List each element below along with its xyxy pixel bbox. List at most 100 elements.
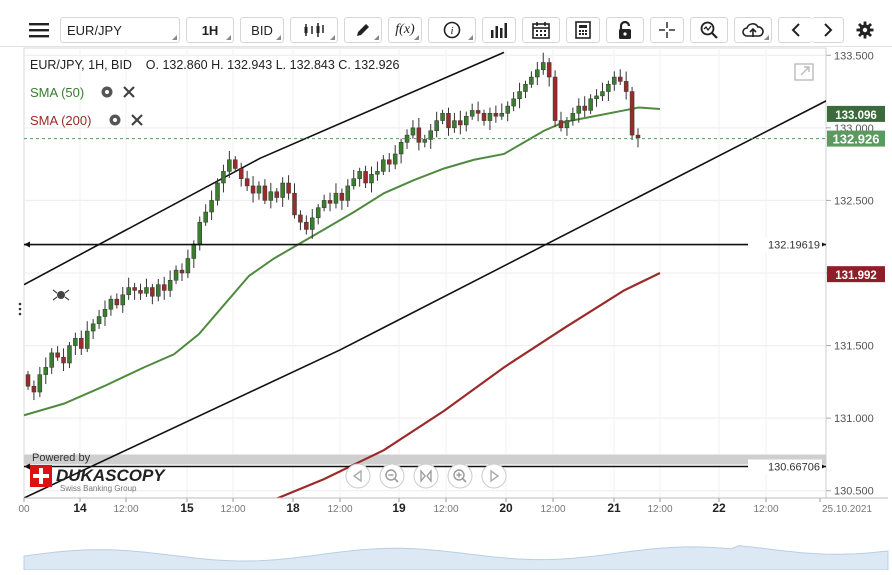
- sma200-close-icon[interactable]: [131, 114, 143, 126]
- sma200-line[interactable]: [264, 272, 661, 504]
- horizontal-lines[interactable]: 132.19619 130.66706: [24, 138, 826, 474]
- candle-body: [552, 76, 558, 121]
- indicators-button[interactable]: f(x): [388, 17, 422, 43]
- candle-body: [523, 84, 528, 92]
- candle-body: [440, 113, 445, 121]
- settings-button[interactable]: [852, 17, 878, 43]
- timeframe-select[interactable]: 1H: [186, 17, 234, 43]
- line-label-bg: [748, 459, 822, 474]
- scroll-left-button[interactable]: [778, 17, 812, 43]
- sma200-settings-icon[interactable]: [109, 114, 121, 126]
- chart-area[interactable]: 132.19619 130.66706 133.500 133.000 132.500…: [0, 46, 892, 575]
- lock-button[interactable]: [606, 17, 644, 43]
- symbol-select[interactable]: EUR/JPY: [60, 17, 180, 43]
- trend-line: [24, 51, 505, 286]
- sma50-settings-icon[interactable]: [101, 86, 113, 98]
- zoom-out-button[interactable]: [379, 463, 405, 489]
- last-price-badge-bg: [827, 130, 885, 147]
- candle-body: [452, 120, 457, 129]
- candle-body: [221, 171, 226, 184]
- zoom-icon: [700, 21, 718, 39]
- candle-body: [499, 113, 505, 117]
- candle-body: [546, 62, 552, 78]
- candle-body: [511, 98, 516, 107]
- x-tick-label: 00: [18, 504, 30, 515]
- candle-body: [185, 258, 191, 274]
- candle-body: [25, 374, 31, 387]
- hamburger-icon: [29, 23, 49, 38]
- upload-button[interactable]: [734, 17, 772, 43]
- x-tick-label: 14: [73, 501, 87, 515]
- price-chart[interactable]: 132.19619 130.66706 133.500133.000132.500…: [0, 46, 892, 571]
- chevron-right-icon: [823, 23, 832, 37]
- drag-handle-icon[interactable]: [18, 302, 22, 316]
- dukascopy-logo: Powered by DUKASCOPY Swiss Banking Group: [30, 452, 166, 493]
- cloud-upload-icon: [742, 23, 764, 37]
- symbol-label: EUR/JPY: [67, 22, 122, 38]
- candle-body: [310, 217, 315, 230]
- last-price-badge: 132.926: [833, 132, 880, 147]
- nav-back-button[interactable]: [345, 463, 371, 489]
- zoom-search-button[interactable]: [690, 17, 728, 43]
- candle-body: [298, 214, 303, 223]
- candle-body: [203, 211, 208, 223]
- candle-body: [623, 81, 629, 92]
- chart-type-button[interactable]: [290, 17, 338, 43]
- scroll-right-button[interactable]: [812, 17, 844, 43]
- calendar-button[interactable]: [522, 17, 560, 43]
- candle-body: [215, 182, 220, 201]
- calculator-button[interactable]: [566, 17, 600, 43]
- crosshair-icon: [659, 22, 675, 38]
- x-tick-label: 12:00: [647, 504, 672, 515]
- candle-body: [369, 174, 374, 184]
- svg-text:Powered by: Powered by: [32, 452, 91, 464]
- candle-body: [481, 113, 487, 121]
- candle-body: [49, 352, 54, 368]
- x-tick-label: 22: [712, 501, 726, 515]
- nav-forward-button[interactable]: [481, 463, 507, 489]
- fit-button[interactable]: [413, 463, 439, 489]
- candle-body: [564, 120, 570, 129]
- lock-icon: [619, 20, 631, 39]
- info-button[interactable]: i: [428, 17, 476, 43]
- candle-body: [167, 280, 173, 291]
- toolbar: EUR/JPY 1H BID f(x) i: [0, 0, 892, 47]
- line-handle-left: [24, 463, 30, 470]
- candle-body: [197, 221, 202, 245]
- candle-body: [339, 192, 345, 201]
- overview-navigator[interactable]: [23, 522, 889, 571]
- candle-body: [79, 338, 84, 349]
- sma50-badge-bg: [827, 105, 885, 122]
- candle-body: [327, 200, 333, 204]
- candle-body: [262, 185, 268, 201]
- popout-icon[interactable]: [794, 63, 814, 81]
- candle-body: [156, 284, 161, 297]
- candle-body: [570, 113, 576, 121]
- svg-text:Swiss Banking Group: Swiss Banking Group: [60, 484, 137, 493]
- candle-body: [114, 298, 120, 306]
- trend-channel[interactable]: [24, 51, 850, 498]
- candle-body: [73, 338, 78, 346]
- drawing-tools-button[interactable]: [344, 17, 382, 43]
- candle-body: [144, 287, 149, 294]
- line-label: 130.66706: [768, 461, 820, 473]
- candle-body: [446, 113, 451, 129]
- candle-body: [629, 91, 635, 136]
- menu-button[interactable]: [24, 17, 54, 43]
- x-tick-label: 19: [392, 501, 406, 515]
- candle-body: [90, 323, 96, 332]
- bar-chart-icon: [491, 23, 507, 38]
- candle-body: [357, 171, 362, 179]
- zoom-in-button[interactable]: [447, 463, 473, 489]
- sma50-close-icon[interactable]: [123, 86, 135, 98]
- price-type-label: BID: [251, 22, 273, 38]
- volume-button[interactable]: [482, 17, 516, 43]
- shaded-band: [24, 454, 826, 465]
- crosshair-button[interactable]: [650, 17, 684, 43]
- x-tick-label: 12:00: [113, 504, 138, 515]
- calculator-icon: [575, 21, 591, 39]
- price-type-select[interactable]: BID: [240, 17, 284, 43]
- candle-body: [256, 185, 262, 194]
- candle-body: [493, 113, 499, 117]
- candle-body: [67, 345, 72, 364]
